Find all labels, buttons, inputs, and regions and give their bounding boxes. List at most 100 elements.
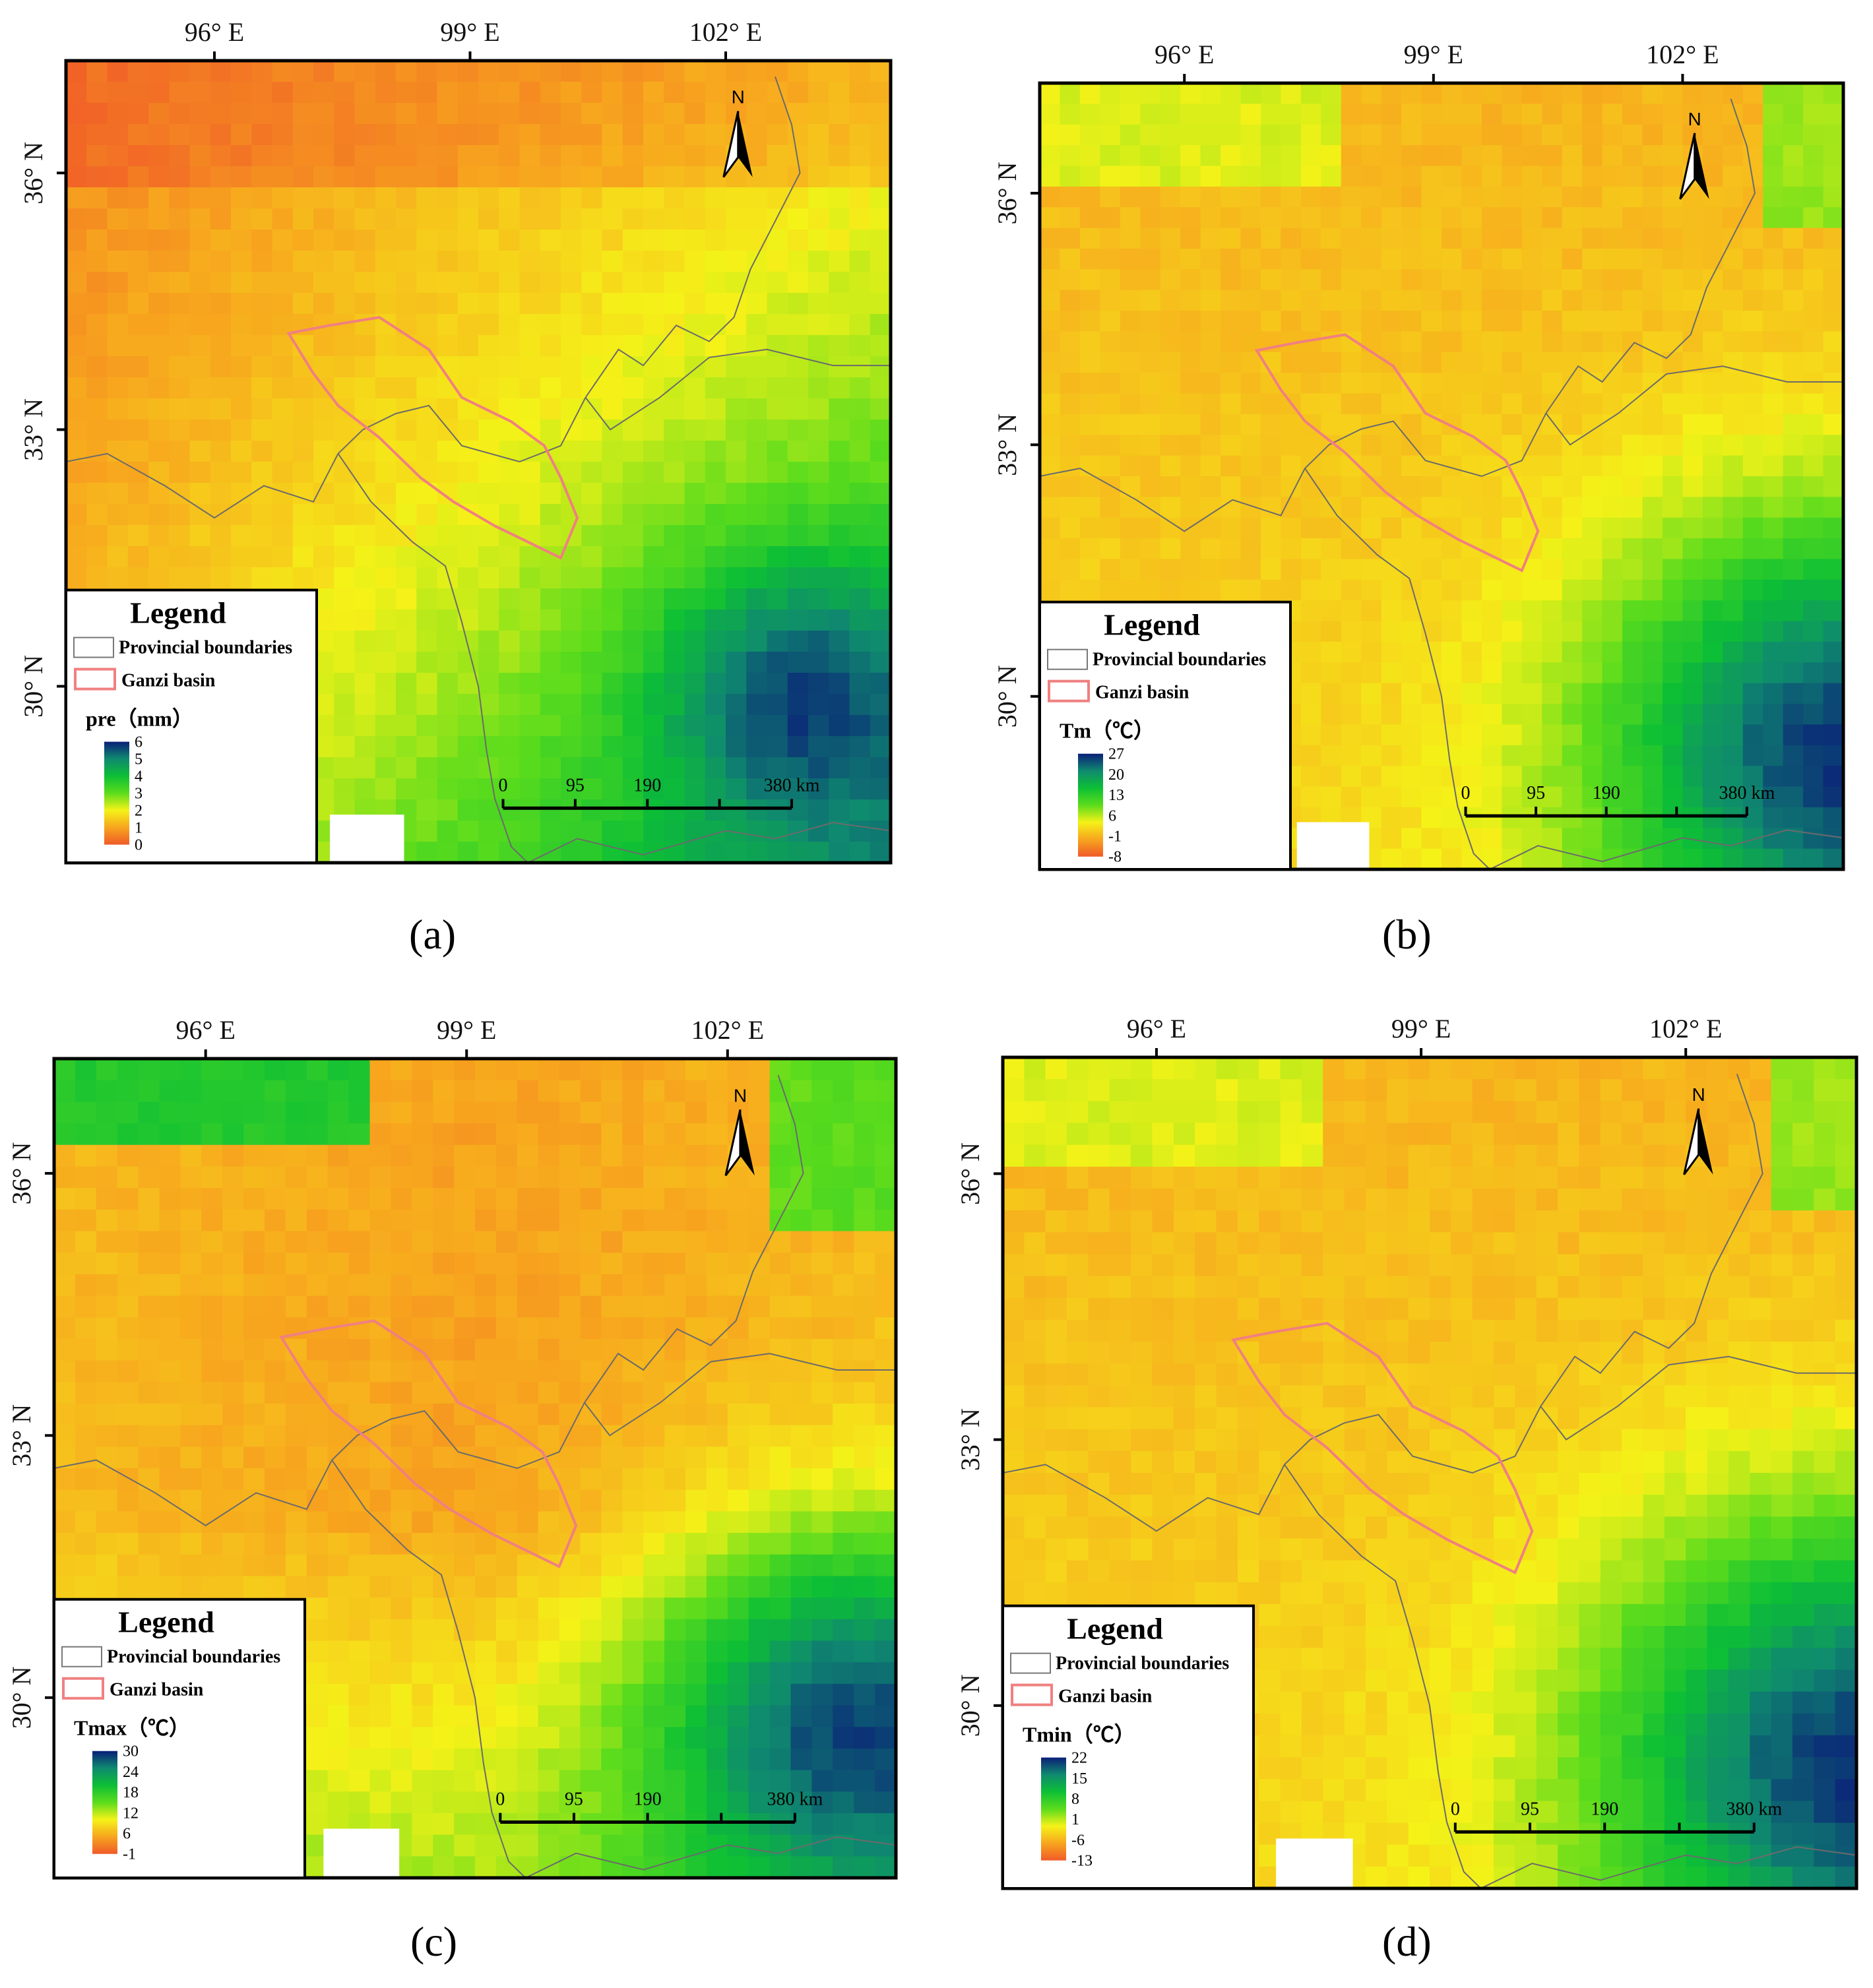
raster-cell [602, 251, 623, 272]
province-line [525, 1836, 897, 1879]
raster-cell [1502, 311, 1523, 332]
raster-cell [1401, 228, 1422, 249]
raster-cell [1442, 476, 1463, 498]
raster-cell [499, 419, 521, 441]
raster-cell [1763, 186, 1784, 208]
raster-cell [1361, 373, 1382, 394]
raster-cell [602, 694, 623, 716]
raster-cell [1281, 269, 1302, 291]
raster-cell [391, 1253, 412, 1275]
panel-caption: (b) [1382, 911, 1432, 958]
raster-cell [1421, 476, 1442, 498]
raster-cell [117, 1295, 139, 1318]
raster-cell [643, 1166, 665, 1189]
raster-cell [1792, 1101, 1814, 1124]
raster-cell [1481, 517, 1503, 539]
raster-cell [1300, 683, 1321, 704]
raster-cell [854, 1662, 875, 1685]
raster-cell [1461, 662, 1482, 684]
raster-cell [1040, 104, 1061, 125]
raster-cell [787, 398, 809, 420]
raster-cell [1180, 124, 1201, 146]
raster-cell [538, 1791, 560, 1814]
lon-label: 99° E [440, 17, 499, 47]
raster-cell [354, 208, 376, 230]
raster-cell [1742, 828, 1763, 850]
raster-cell [495, 1468, 518, 1491]
raster-cell [454, 1705, 476, 1727]
raster-cell [412, 1123, 433, 1146]
raster-cell [833, 1705, 854, 1727]
raster-cell [787, 82, 809, 104]
raster-cell [685, 1209, 707, 1232]
raster-cell [1160, 248, 1181, 270]
raster-cell [870, 821, 891, 842]
raster-cell [1461, 124, 1482, 146]
raster-cell [1060, 559, 1081, 580]
raster-cell [127, 398, 149, 420]
raster-cell [54, 1188, 76, 1210]
raster-cell [1300, 621, 1321, 642]
raster-cell [1301, 1123, 1323, 1146]
raster-cell [767, 525, 788, 547]
raster-cell [327, 1166, 350, 1189]
raster-cell [1723, 517, 1744, 539]
raster-cell [375, 525, 397, 547]
raster-cell [1461, 186, 1482, 208]
raster-cell [189, 525, 211, 547]
raster-cell [684, 419, 706, 441]
raster-cell [1461, 828, 1482, 850]
raster-cell [1387, 1101, 1409, 1124]
raster-cell [643, 1274, 665, 1297]
raster-cell [664, 1209, 686, 1232]
raster-cell [189, 124, 211, 146]
raster-cell [117, 1317, 139, 1340]
raster-cell [1180, 311, 1201, 332]
raster-cell [726, 525, 747, 547]
raster-cell [180, 1102, 202, 1124]
raster-cell [559, 1511, 581, 1534]
raster-cell [1140, 269, 1161, 291]
raster-cell [148, 61, 170, 82]
raster-cell [664, 1468, 686, 1491]
raster-cell [1481, 373, 1503, 394]
raster-cell [684, 483, 706, 505]
raster-cell [243, 1382, 265, 1404]
raster-cell [138, 1468, 160, 1491]
raster-cell [790, 1662, 813, 1685]
raster-cell [416, 314, 438, 336]
raster-cell [767, 61, 788, 82]
raster-cell [369, 1253, 392, 1275]
raster-cell [1408, 1079, 1430, 1102]
raster-cell [306, 1683, 329, 1706]
ramp-title: Tmax（℃） [74, 1716, 190, 1740]
raster-cell [437, 272, 459, 294]
raster-cell [1140, 311, 1161, 332]
raster-cell [1160, 290, 1181, 311]
raster-cell [1365, 1144, 1387, 1167]
raster-cell [478, 588, 499, 610]
raster-cell [622, 1619, 644, 1642]
raster-cell [222, 1533, 244, 1555]
raster-cell [517, 1059, 539, 1081]
raster-cell [391, 1274, 412, 1297]
raster-cell [706, 1382, 728, 1404]
raster-cell [1783, 393, 1804, 415]
raster-cell [375, 567, 397, 589]
raster-cell [829, 230, 850, 251]
raster-cell [1481, 331, 1503, 353]
legend-item-basin: Ganzi basin [110, 1680, 204, 1700]
raster-cell [1180, 104, 1201, 125]
raster-cell [1152, 1123, 1174, 1146]
raster-cell [1120, 186, 1141, 208]
raster-cell [251, 377, 273, 399]
raster-cell [746, 736, 768, 758]
raster-cell [601, 1662, 623, 1685]
raster-cell [746, 272, 768, 294]
raster-cell [1024, 1188, 1046, 1211]
raster-cell [1481, 786, 1503, 808]
raster-cell [748, 1533, 771, 1555]
raster-cell [1521, 186, 1542, 208]
raster-cell [519, 609, 541, 631]
raster-cell [1361, 745, 1382, 766]
